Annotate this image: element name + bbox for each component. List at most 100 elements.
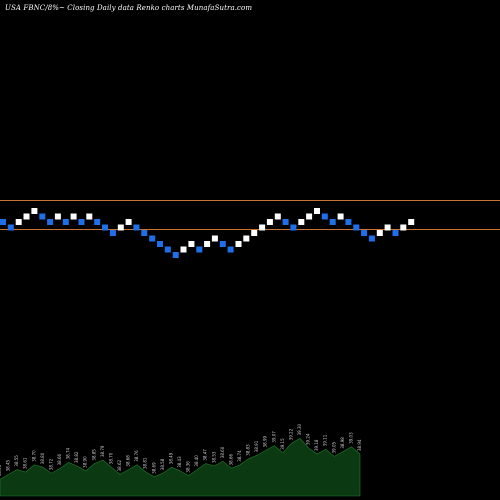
- volume-label: 39.03: [348, 432, 353, 444]
- renko-up-brick: [70, 213, 77, 220]
- renko-bricks: [0, 208, 415, 258]
- volume-label: 39.15: [280, 438, 285, 450]
- renko-up-brick: [384, 224, 391, 231]
- volume-label: 38.45: [6, 459, 11, 471]
- renko-up-brick: [376, 230, 383, 236]
- renko-up-brick: [23, 213, 30, 220]
- renko-down-brick: [7, 224, 14, 231]
- renko-down-brick: [109, 230, 116, 236]
- volume-label: 38.98: [340, 437, 345, 449]
- renko-up-brick: [15, 219, 22, 225]
- renko-down-brick: [102, 224, 108, 231]
- renko-down-brick: [149, 235, 156, 242]
- volume-label: 38.90: [83, 456, 88, 468]
- renko-down-brick: [345, 219, 352, 225]
- renko-down-brick: [353, 224, 360, 231]
- volume-label: 38.36: [186, 461, 191, 473]
- volume-label: 38.79: [100, 445, 105, 457]
- renko-up-brick: [400, 224, 407, 231]
- renko-up-brick: [306, 213, 313, 220]
- volume-label: 38.40: [194, 455, 199, 467]
- volume-label: 39.24: [306, 433, 311, 445]
- renko-down-brick: [290, 224, 297, 231]
- renko-down-brick: [62, 219, 69, 225]
- renko-down-brick: [329, 219, 336, 225]
- volume-label: 39.30: [297, 423, 302, 435]
- renko-down-brick: [196, 246, 203, 253]
- volume-label: 38.72: [48, 458, 53, 470]
- renko-down-brick: [368, 235, 375, 242]
- renko-up-brick: [251, 230, 258, 236]
- volume-label: 38.43: [177, 456, 182, 468]
- renko-down-brick: [227, 246, 234, 253]
- renko-up-brick: [235, 241, 242, 247]
- renko-down-brick: [39, 213, 46, 220]
- volume-label: 38.81: [143, 457, 148, 469]
- volume-label: 38.74: [237, 450, 242, 462]
- renko-down-brick: [0, 219, 6, 225]
- volume-label: 39.07: [271, 431, 276, 443]
- renko-up-brick: [266, 219, 273, 225]
- renko-up-brick: [86, 213, 93, 220]
- volume-label: 38.76: [134, 450, 139, 462]
- renko-up-brick: [54, 213, 61, 220]
- volume-label: 38.70: [108, 452, 113, 464]
- renko-down-brick: [133, 224, 140, 231]
- volume-label: 38.85: [91, 449, 96, 461]
- resistance-lines: [0, 200, 500, 230]
- renko-up-brick: [337, 213, 344, 220]
- volume-label: 39.11: [323, 434, 328, 446]
- volume-label: 38.69: [151, 462, 156, 474]
- volume-label: 38.35: [0, 464, 2, 476]
- volume-label: 38.74: [66, 447, 71, 459]
- volume-label: 38.70: [31, 450, 36, 462]
- volume-label: 38.58: [160, 458, 165, 470]
- volume-label: 39.05: [331, 441, 336, 453]
- volume-label: 38.91: [254, 440, 259, 452]
- renko-up-brick: [408, 219, 415, 225]
- volume-label: 38.68: [126, 455, 131, 467]
- renko-up-brick: [274, 213, 281, 220]
- chart-title: USA FBNC/8%~ Closing Daily data Renko ch…: [5, 4, 253, 12]
- volume-label: 38.99: [263, 435, 268, 447]
- renko-up-brick: [259, 224, 266, 231]
- renko-down-brick: [392, 230, 399, 236]
- volume-label: 38.94: [357, 439, 362, 451]
- volume-label: 38.60: [220, 446, 225, 458]
- volume-label: 38.83: [246, 444, 251, 456]
- volume-area-fill: [0, 438, 361, 497]
- volume-label: 38.66: [57, 453, 62, 465]
- renko-up-brick: [31, 208, 38, 214]
- renko-up-brick: [314, 208, 320, 214]
- renko-down-brick: [157, 241, 163, 247]
- volume-label: 38.55: [14, 455, 19, 467]
- renko-up-brick: [125, 219, 132, 225]
- volume-label: 38.47: [203, 449, 208, 461]
- renko-down-brick: [141, 230, 148, 236]
- volume-label: 38.62: [117, 459, 122, 471]
- renko-up-brick: [188, 241, 195, 247]
- renko-up-brick: [117, 224, 124, 231]
- renko-down-brick: [94, 219, 101, 225]
- renko-up-brick: [204, 241, 211, 247]
- volume-label: 38.49: [168, 452, 173, 464]
- volume-label: 38.82: [74, 451, 79, 463]
- renko-down-brick: [47, 219, 54, 225]
- renko-up-brick: [243, 235, 250, 242]
- renko-down-brick: [78, 219, 85, 225]
- renko-up-brick: [211, 235, 218, 242]
- renko-down-brick: [321, 213, 328, 220]
- volume-label: 38.61: [23, 457, 28, 469]
- renko-down-brick: [282, 219, 289, 225]
- volume-label: 38.80: [40, 452, 45, 464]
- renko-down-brick: [164, 246, 171, 253]
- renko-up-brick: [180, 246, 187, 253]
- volume-label: 39.22: [288, 428, 293, 440]
- volume-label: 38.53: [211, 451, 216, 463]
- renko-down-brick: [219, 241, 226, 247]
- renko-down-brick: [361, 230, 368, 236]
- volume-label: 39.18: [314, 439, 319, 451]
- renko-down-brick: [172, 252, 179, 258]
